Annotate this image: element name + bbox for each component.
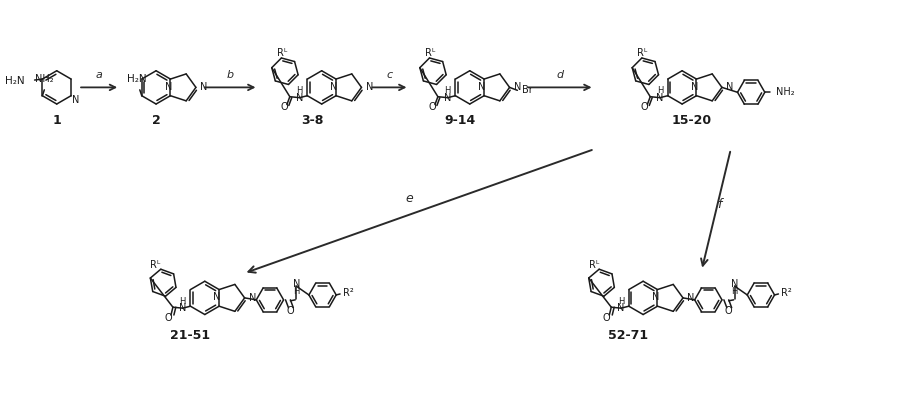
Text: O: O <box>164 313 172 323</box>
Text: Rᴸ: Rᴸ <box>637 48 648 58</box>
Text: N: N <box>200 82 208 92</box>
Text: O: O <box>428 102 436 113</box>
Text: f: f <box>717 198 721 211</box>
Text: H₂N: H₂N <box>127 74 147 84</box>
Text: Br: Br <box>522 85 533 96</box>
Text: N: N <box>179 303 186 313</box>
Text: O: O <box>286 306 294 316</box>
Text: N: N <box>617 303 625 313</box>
Text: N: N <box>444 93 451 103</box>
Text: H: H <box>657 86 663 95</box>
Text: N: N <box>72 95 79 105</box>
Text: H: H <box>731 287 737 296</box>
Text: N: N <box>478 82 485 92</box>
Text: N: N <box>514 82 521 92</box>
Text: N: N <box>293 279 300 289</box>
Text: N: N <box>731 279 738 289</box>
Text: d: d <box>557 70 563 80</box>
Text: N: N <box>165 82 173 92</box>
Text: N: N <box>652 293 659 302</box>
Text: b: b <box>226 70 234 80</box>
Text: N: N <box>296 93 304 103</box>
Text: N: N <box>366 82 373 92</box>
Text: O: O <box>725 306 733 316</box>
Text: Rᴸ: Rᴸ <box>425 48 436 58</box>
Text: N: N <box>687 293 694 303</box>
Text: N: N <box>656 93 664 103</box>
Text: Rᴸ: Rᴸ <box>277 48 287 58</box>
Text: Rᴸ: Rᴸ <box>150 260 161 270</box>
Text: H: H <box>445 86 450 95</box>
Text: N: N <box>726 82 734 92</box>
Text: 1: 1 <box>53 114 61 127</box>
Text: R²: R² <box>343 288 354 298</box>
Text: H: H <box>617 297 624 306</box>
Text: O: O <box>603 313 610 323</box>
Text: N: N <box>690 82 698 92</box>
Text: 21-51: 21-51 <box>170 329 210 341</box>
Text: O: O <box>281 102 288 113</box>
Text: 15-20: 15-20 <box>672 114 712 127</box>
Text: O: O <box>641 102 648 113</box>
Text: 3-8: 3-8 <box>301 114 323 127</box>
Text: 9-14: 9-14 <box>444 114 475 127</box>
Text: N: N <box>248 293 256 303</box>
Text: Rᴸ: Rᴸ <box>589 260 599 270</box>
Text: H₂N: H₂N <box>6 76 25 86</box>
Text: a: a <box>96 70 102 80</box>
Text: H: H <box>294 287 299 296</box>
Text: NH₂: NH₂ <box>776 87 795 97</box>
Text: H: H <box>179 297 186 306</box>
Text: N: N <box>330 82 338 92</box>
Text: H: H <box>296 86 303 95</box>
Text: 52-71: 52-71 <box>608 329 649 341</box>
Text: c: c <box>387 70 392 80</box>
Text: NH₂: NH₂ <box>35 74 54 84</box>
Text: N: N <box>213 293 221 302</box>
Text: R²: R² <box>782 288 792 298</box>
Text: e: e <box>405 191 414 205</box>
Text: 2: 2 <box>151 114 161 127</box>
